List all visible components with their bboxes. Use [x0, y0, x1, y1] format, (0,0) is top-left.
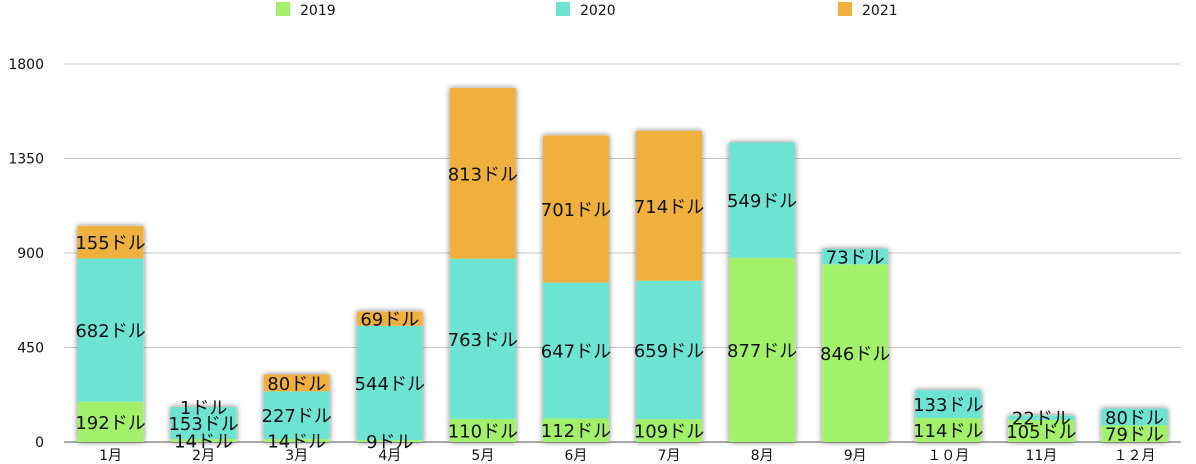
legend-swatch	[556, 2, 570, 16]
y-axis: 0 450 900 1350 1800	[8, 57, 44, 451]
x-tick-label: １２月	[1113, 448, 1155, 464]
legend-label: 2020	[580, 3, 616, 19]
x-tick-label: 3月	[285, 448, 308, 464]
bar-segment-2020	[77, 258, 144, 402]
gridlines	[64, 63, 1181, 443]
data-label: 153ドル	[168, 414, 238, 435]
bar-segment-2021	[263, 374, 330, 392]
bar-segment-2019	[356, 440, 423, 442]
x-tick-label: 7月	[658, 448, 681, 464]
legend-swatch	[838, 2, 852, 16]
bar-segment-2021	[449, 87, 516, 259]
data-label: 1ドル	[180, 398, 227, 419]
data-label: 73ドル	[826, 248, 885, 269]
data-label: 133ドル	[913, 395, 983, 416]
data-label: 544ドル	[355, 374, 425, 395]
data-label: 109ドル	[634, 422, 704, 443]
bar-segment-2019	[449, 418, 516, 442]
bar-segment-2020	[542, 282, 609, 419]
bar-segment-2019	[1008, 419, 1075, 442]
data-label: 227ドル	[262, 406, 332, 427]
data-label: 549ドル	[727, 191, 797, 212]
y-tick-label: 1800	[8, 57, 44, 73]
bar-segment-2020	[263, 391, 330, 440]
bar-segment-2019	[729, 257, 796, 442]
data-label: 79ドル	[1105, 425, 1164, 446]
x-tick-label: 8月	[751, 448, 774, 464]
bar-segment-2019	[170, 439, 237, 442]
x-tick-label: 2月	[192, 448, 215, 464]
data-label: 714ドル	[634, 197, 704, 218]
data-label: 877ドル	[727, 341, 797, 362]
x-tick-label: 6月	[564, 448, 587, 464]
x-tick-label: １０月	[927, 448, 969, 464]
data-label: 69ドル	[360, 310, 419, 331]
data-label: 110ドル	[448, 421, 518, 442]
data-label: 846ドル	[820, 344, 890, 365]
legend: 2019 2020 2021	[276, 2, 898, 19]
bars	[77, 87, 1168, 443]
bar-segment-2020	[1008, 415, 1075, 420]
data-label: 22ドル	[1012, 409, 1071, 430]
bar-segment-2019	[77, 401, 144, 442]
data-label: 14ドル	[174, 432, 233, 453]
y-tick-label: 900	[17, 246, 44, 262]
data-label: 192ドル	[75, 413, 145, 434]
bar-segment-2020	[449, 258, 516, 419]
y-tick-label: 0	[35, 435, 44, 451]
data-label: 813ドル	[448, 164, 518, 185]
bar-segment-2019	[263, 439, 330, 442]
legend-label: 2021	[862, 3, 898, 19]
y-tick-label: 1350	[8, 152, 44, 168]
data-label: 80ドル	[267, 374, 326, 395]
data-label: 105ドル	[1006, 422, 1076, 443]
data-labels: 192ドル682ドル155ドル14ドル153ドル1ドル14ドル227ドル80ドル…	[75, 164, 1164, 453]
data-label: 659ドル	[634, 341, 704, 362]
bar-segment-2020	[356, 325, 423, 441]
data-label: 112ドル	[541, 421, 611, 442]
bar-segment-2021	[636, 130, 703, 281]
x-tick-label: 5月	[471, 448, 494, 464]
bar-segment-2020	[915, 390, 982, 419]
x-tick-label: 9月	[844, 448, 867, 464]
data-label: 701ドル	[541, 200, 611, 221]
legend-label: 2019	[300, 3, 336, 19]
data-label: 14ドル	[267, 432, 326, 453]
bar-segment-2019	[1101, 425, 1168, 442]
bar-segment-2019	[915, 418, 982, 442]
bar-segment-2019	[822, 264, 889, 442]
bar-segment-2021	[77, 225, 144, 259]
data-label: 9ドル	[366, 432, 413, 453]
bar-segment-2020	[822, 249, 889, 265]
data-label: 155ドル	[75, 233, 145, 254]
data-label: 80ドル	[1105, 408, 1164, 429]
x-tick-label: 4月	[378, 448, 401, 464]
data-label: 763ドル	[448, 330, 518, 351]
bar-segment-2020	[170, 406, 237, 440]
bar-segment-2019	[542, 418, 609, 442]
bar-segment-2019	[636, 419, 703, 442]
bar-segment-2021	[356, 311, 423, 326]
x-tick-label: 11月	[1025, 448, 1057, 464]
legend-swatch	[276, 2, 290, 16]
x-tick-label: 1月	[99, 448, 122, 464]
y-tick-label: 450	[17, 341, 44, 357]
bar-segment-2021	[542, 135, 609, 283]
data-label: 647ドル	[541, 342, 611, 363]
x-axis: 1月 2月 3月 4月 5月 6月 7月 8月 9月 １０月 11月 １２月	[99, 448, 1155, 464]
bar-segment-2020	[729, 142, 796, 258]
data-label: 682ドル	[75, 321, 145, 342]
bar-segment-2020	[1101, 408, 1168, 426]
bar-segment-2020	[636, 280, 703, 420]
data-label: 114ドル	[913, 421, 983, 442]
